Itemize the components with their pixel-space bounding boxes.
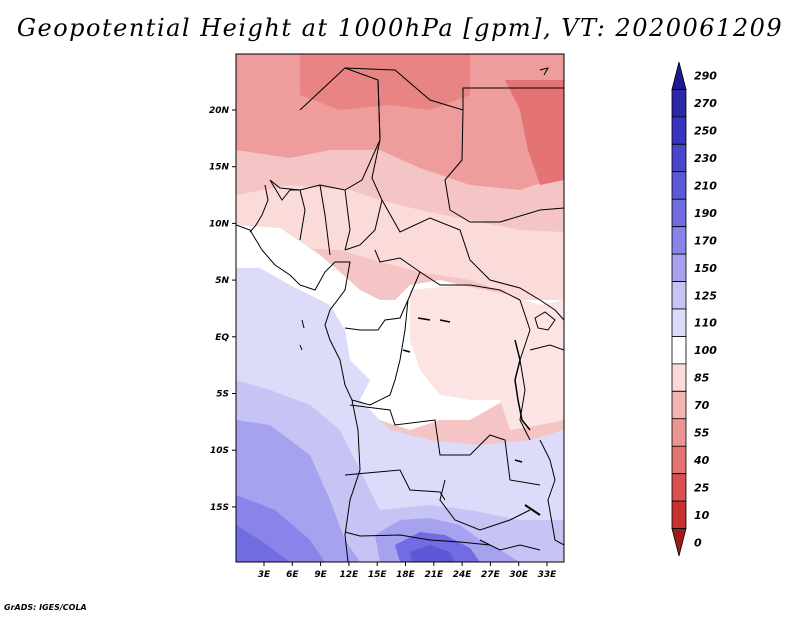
- border-malawi: [539, 439, 564, 546]
- colorbar-segment: [671, 226, 687, 255]
- map-field: [236, 54, 564, 562]
- colorbar-segment: [671, 143, 687, 173]
- colorbar-label: 70: [694, 399, 710, 412]
- colorbar-label: 210: [694, 180, 717, 193]
- border-senegal: [249, 184, 269, 233]
- lon-label: 30E: [509, 570, 529, 580]
- lat-label: 15S: [210, 503, 229, 513]
- border-east-drc: [519, 299, 531, 441]
- map-frame: [235, 53, 565, 563]
- colorbar-segment: [671, 528, 687, 557]
- border-namibia: [344, 531, 491, 546]
- lon-label: 33E: [538, 570, 558, 580]
- colorbar-segment: [671, 61, 687, 90]
- border-zimbabwe: [479, 539, 541, 551]
- colorbar-segment: [671, 281, 687, 310]
- border-nigeria: [344, 189, 351, 251]
- lake-kariba: [524, 504, 541, 516]
- borders: [236, 67, 564, 562]
- border-angola-drc: [349, 404, 541, 486]
- field-south-deepest: [410, 545, 455, 562]
- colorbar-label: 250: [694, 125, 717, 138]
- lon-label: 6E: [286, 570, 299, 580]
- field-northeast-high: [505, 80, 564, 185]
- coast-red-sea: [539, 67, 550, 76]
- field-band-210: [236, 525, 290, 562]
- colorbar-label: 170: [694, 234, 717, 247]
- colorbar-label: 25: [694, 481, 710, 494]
- colorbar-segment: [671, 473, 687, 502]
- lon-label: 3E: [258, 570, 271, 580]
- lat-label: 10S: [210, 446, 229, 456]
- colorbar-segment: [671, 418, 687, 447]
- colorbar-label: 230: [694, 152, 717, 165]
- lat-label: 5N: [215, 276, 229, 286]
- colorbar: 2902702502302101901701501251101008570554…: [671, 61, 717, 557]
- latitude-axis: 20N 15N 10N 5N EQ 5S 10S 15S: [209, 106, 236, 513]
- lon-label: 27E: [481, 570, 501, 580]
- border-zambia: [439, 479, 531, 531]
- colorbar-segment: [671, 89, 687, 118]
- lake-tanganyika: [514, 339, 531, 431]
- colorbar-segment: [671, 253, 687, 282]
- colorbar-label: 270: [694, 97, 717, 110]
- colorbar-label: 10: [694, 509, 710, 522]
- island-bioko: [299, 319, 305, 351]
- colorbar-segment: [671, 198, 687, 228]
- lat-label: 20N: [209, 106, 230, 116]
- lat-label: 10N: [209, 219, 230, 229]
- lon-label: 9E: [314, 570, 327, 580]
- border-mali: [269, 179, 306, 241]
- grads-credit: GrADS: IGES/COLA: [4, 603, 87, 612]
- colorbar-segment: [671, 116, 687, 145]
- colorbar-label: 110: [694, 317, 717, 330]
- coastline-west: [236, 224, 361, 562]
- colorbar-label: 190: [694, 207, 717, 220]
- border-drc-north: [419, 271, 521, 301]
- lake-mweru: [514, 459, 523, 463]
- colorbar-label: 40: [693, 454, 710, 467]
- lon-label: 15E: [368, 570, 388, 580]
- border-cameroon: [344, 249, 421, 331]
- colorbar-label: 125: [694, 289, 717, 302]
- lon-label: 21E: [424, 570, 444, 580]
- colorbar-label: 85: [694, 372, 710, 385]
- lon-label: 18E: [396, 570, 416, 580]
- colorbar-segment: [671, 445, 687, 475]
- lon-label: 12E: [340, 570, 360, 580]
- rivers-congo: [402, 317, 451, 353]
- longitude-axis: 3E 6E 9E 12E 15E 18E 21E 24E 27E 30E 33E: [258, 562, 557, 580]
- lake-victoria: [534, 311, 556, 331]
- colorbar-segment: [671, 363, 687, 392]
- colorbar-label: 55: [694, 427, 710, 440]
- border-car: [381, 199, 541, 301]
- colorbar-label: 150: [694, 262, 717, 275]
- colorbar-label: 290: [694, 70, 717, 83]
- border-ghana: [319, 184, 331, 256]
- lon-label: 24E: [453, 570, 473, 580]
- colorbar-segment: [671, 500, 687, 529]
- chart-title: Geopotential Height at 1000hPa [gpm], VT…: [16, 14, 784, 42]
- border-sudan: [444, 109, 564, 223]
- lat-label: 15N: [209, 163, 230, 173]
- border-kenya: [529, 344, 564, 351]
- colorbar-segment: [671, 308, 687, 337]
- lat-label: EQ: [215, 333, 229, 343]
- field-band-100: [236, 185, 564, 340]
- colorbar-segment: [671, 171, 687, 200]
- colorbar-label: 100: [694, 344, 717, 357]
- border-uganda: [539, 299, 564, 321]
- field-north-high: [300, 54, 470, 110]
- colorbar-segment: [671, 390, 687, 420]
- border-congo: [351, 299, 409, 406]
- colorbar-segment: [671, 336, 687, 365]
- colorbar-label: 0: [694, 536, 702, 549]
- lat-label: 5S: [216, 390, 229, 400]
- border-west-sahel: [269, 67, 381, 191]
